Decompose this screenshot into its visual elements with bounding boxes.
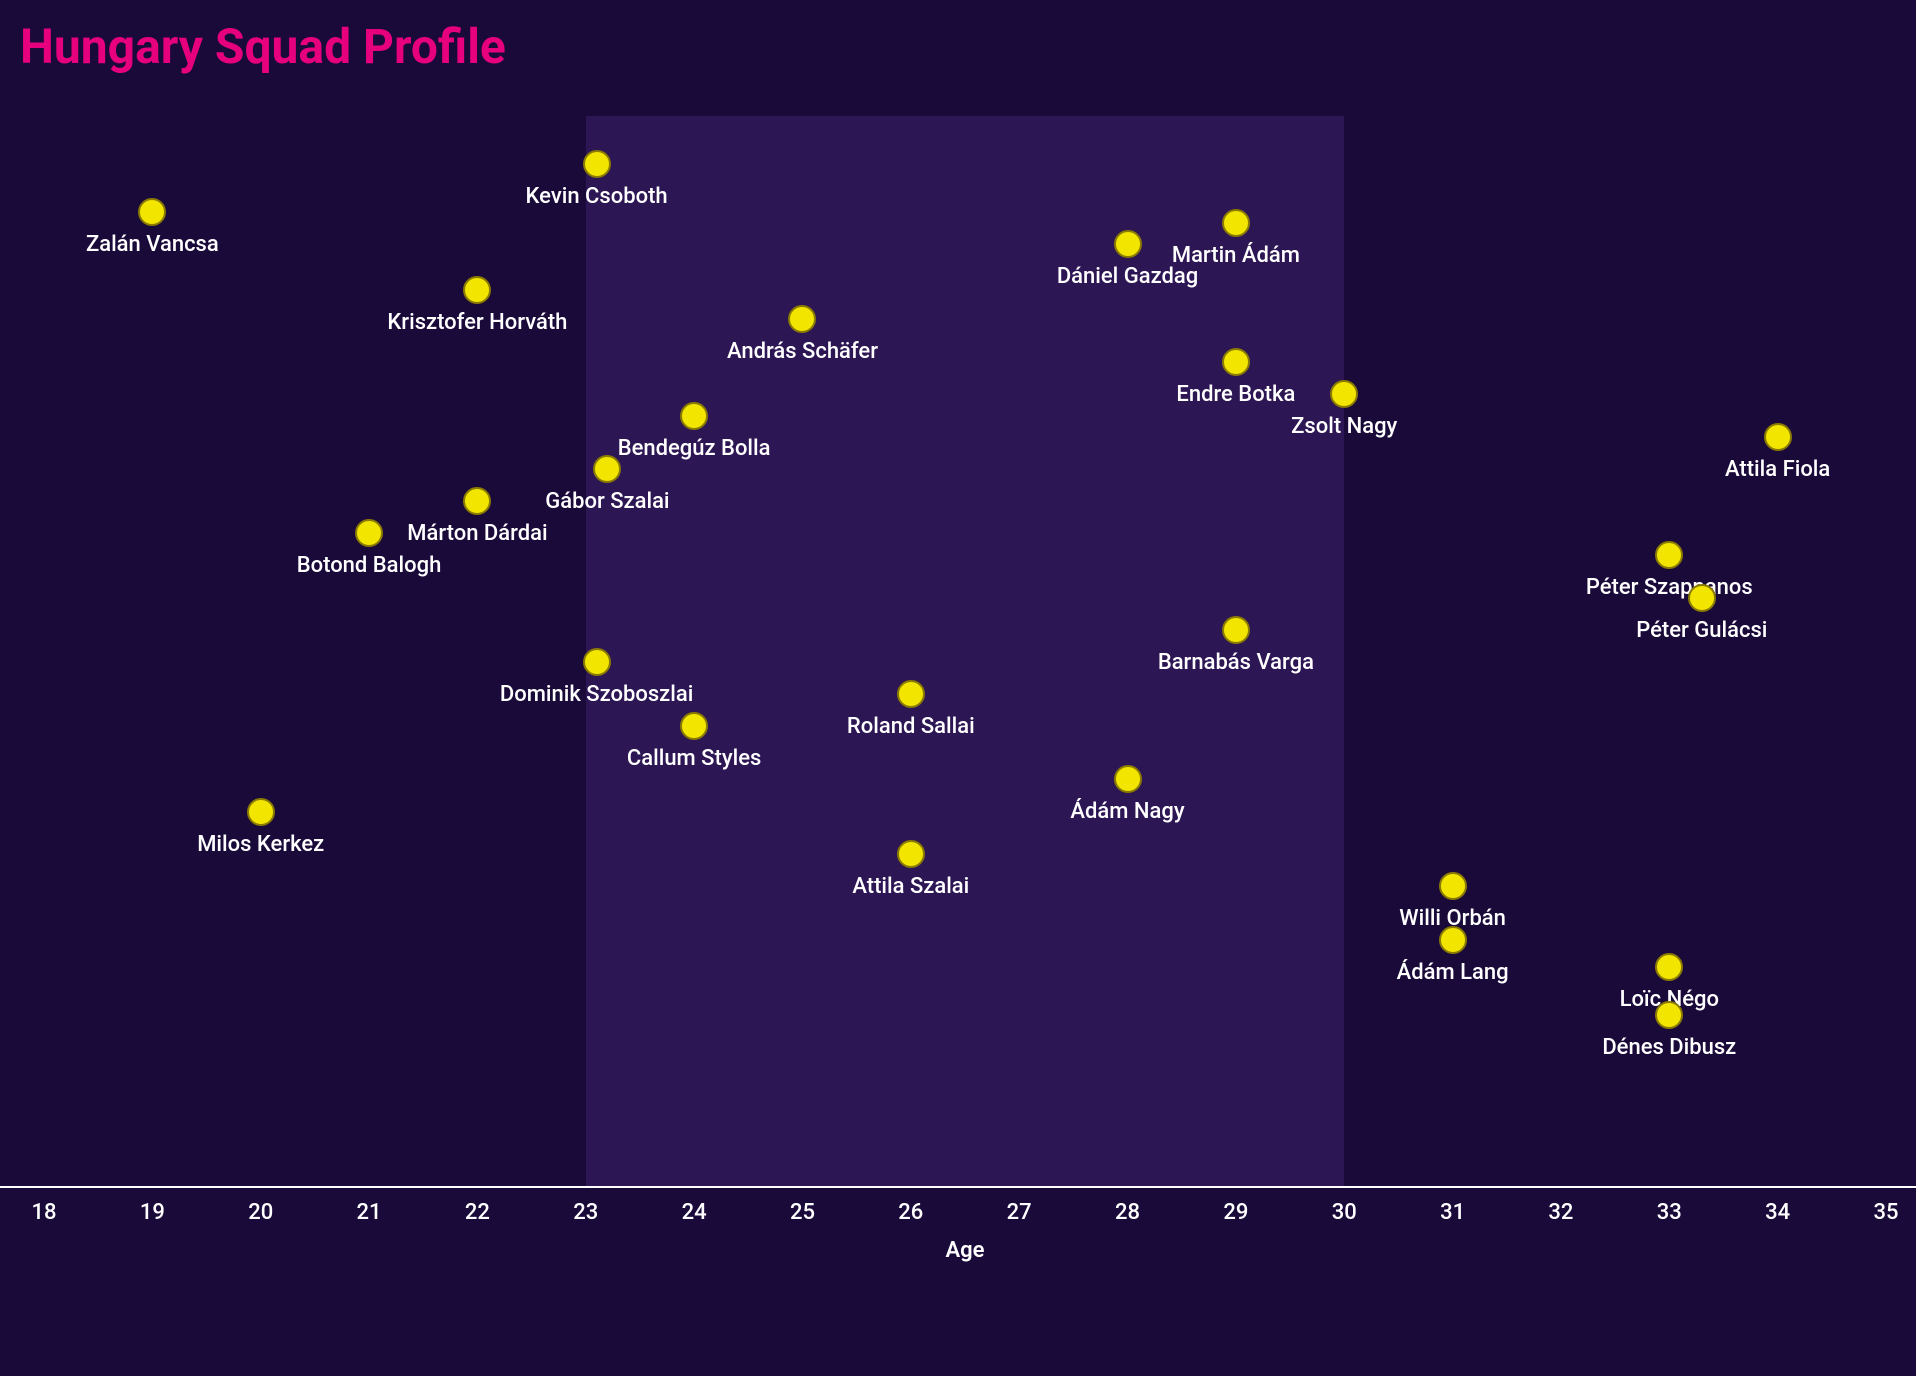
player-label: Péter Szappanos <box>1586 575 1753 600</box>
player-label: Barnabás Varga <box>1158 650 1314 675</box>
x-tick: 29 <box>1223 1200 1248 1225</box>
player-point <box>593 455 621 483</box>
player-label: Péter Gulácsi <box>1636 618 1767 643</box>
player-label: Roland Sallai <box>847 714 975 739</box>
player-label: Endre Botka <box>1176 382 1295 407</box>
x-tick: 21 <box>357 1200 382 1225</box>
player-point <box>897 840 925 868</box>
x-tick: 31 <box>1440 1200 1465 1225</box>
player-label: Zsolt Nagy <box>1291 414 1397 439</box>
player-label: Kevin Csoboth <box>526 184 668 209</box>
x-tick: 27 <box>1007 1200 1032 1225</box>
player-label: Dániel Gazdag <box>1057 264 1198 289</box>
player-point <box>1655 953 1683 981</box>
player-label: Ádám Lang <box>1397 960 1509 985</box>
x-tick: 33 <box>1657 1200 1682 1225</box>
player-label: Gábor Szalai <box>545 489 669 514</box>
player-point <box>1330 380 1358 408</box>
x-tick: 23 <box>573 1200 598 1225</box>
player-point <box>355 519 383 547</box>
player-label: Botond Balogh <box>297 553 442 578</box>
player-point <box>1655 1001 1683 1029</box>
player-point <box>583 648 611 676</box>
x-tick: 22 <box>465 1200 490 1225</box>
player-label: Márton Dárdai <box>407 521 547 546</box>
player-point <box>463 276 491 304</box>
player-point <box>1688 584 1716 612</box>
player-point <box>1439 926 1467 954</box>
x-tick: 25 <box>790 1200 815 1225</box>
player-label: Ádám Nagy <box>1070 799 1184 824</box>
player-point <box>1222 209 1250 237</box>
player-label: Dominik Szoboszlai <box>500 682 693 707</box>
player-point <box>463 487 491 515</box>
player-label: Callum Styles <box>627 746 761 771</box>
x-axis-label: Age <box>945 1238 984 1263</box>
player-point <box>583 150 611 178</box>
player-point <box>1439 872 1467 900</box>
player-point <box>897 680 925 708</box>
x-axis-line <box>0 1186 1916 1188</box>
player-label: Milos Kerkez <box>197 832 324 857</box>
chart-title: Hungary Squad Profile <box>20 18 506 75</box>
player-label: Krisztofer Horváth <box>387 310 567 335</box>
x-tick: 30 <box>1332 1200 1357 1225</box>
player-point <box>1114 230 1142 258</box>
player-point <box>1114 765 1142 793</box>
x-tick: 28 <box>1115 1200 1140 1225</box>
player-point <box>247 798 275 826</box>
x-tick: 18 <box>31 1200 56 1225</box>
player-point <box>1655 541 1683 569</box>
player-label: Attila Fiola <box>1725 457 1830 482</box>
x-tick: 24 <box>682 1200 707 1225</box>
player-point <box>680 402 708 430</box>
player-point <box>788 305 816 333</box>
player-label: Bendegúz Bolla <box>618 436 771 461</box>
player-point <box>1222 616 1250 644</box>
x-tick: 19 <box>140 1200 165 1225</box>
player-label: András Schäfer <box>727 339 878 364</box>
player-label: Martin Ádám <box>1172 243 1300 268</box>
player-label: Zalán Vancsa <box>86 232 219 257</box>
player-point <box>1222 348 1250 376</box>
player-point <box>680 712 708 740</box>
player-point <box>138 198 166 226</box>
x-tick: 26 <box>898 1200 923 1225</box>
chart-container: Hungary Squad Profile 18 19 20 21 22 23 24 25 26… <box>0 0 1916 1376</box>
player-label: Attila Szalai <box>852 874 969 899</box>
player-label: Dénes Dibusz <box>1602 1035 1736 1060</box>
x-tick: 34 <box>1765 1200 1790 1225</box>
x-tick: 32 <box>1548 1200 1573 1225</box>
x-tick: 35 <box>1873 1200 1898 1225</box>
x-tick: 20 <box>248 1200 273 1225</box>
player-point <box>1764 423 1792 451</box>
